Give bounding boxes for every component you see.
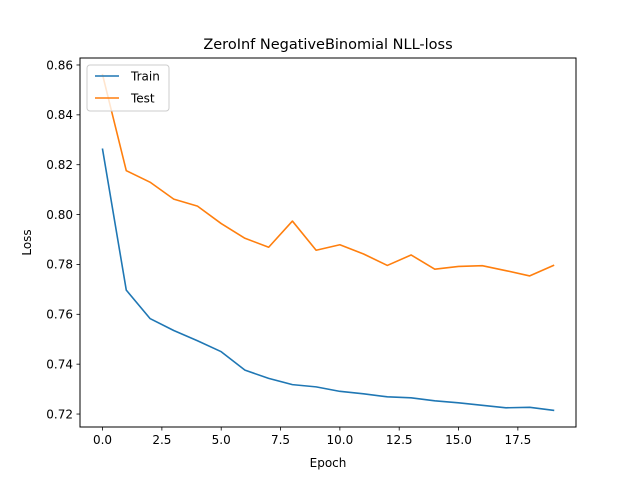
legend-label-test: Test [130, 92, 155, 106]
legend: Train Test [86, 64, 170, 112]
x-tick-label: 5.0 [212, 433, 231, 447]
axes-background [80, 58, 576, 427]
x-axis-label: Epoch [310, 456, 347, 470]
y-tick-label: 0.72 [46, 407, 73, 421]
axes-frame [79, 57, 577, 428]
series-line-test [101, 73, 555, 277]
y-tick-label: 0.82 [46, 158, 73, 172]
x-tick-label: 15.0 [445, 433, 472, 447]
y-axis-label: Loss [20, 229, 34, 255]
y-tick-label: 0.74 [46, 357, 73, 371]
plot-area [80, 58, 576, 427]
x-tick-label: 7.5 [271, 433, 290, 447]
x-tick-label: 17.5 [504, 433, 531, 447]
x-tick-label: 2.5 [152, 433, 171, 447]
y-tick-label: 0.76 [46, 308, 73, 322]
x-tick-label: 0.0 [93, 433, 112, 447]
y-tick-label: 0.78 [46, 258, 73, 272]
x-axis-ticks: 0.0 2.5 5.0 7.5 10.0 12.5 15.0 17.5 [93, 427, 531, 447]
y-tick-label: 0.86 [46, 58, 73, 72]
axes-spines [79, 57, 577, 428]
y-tick-label: 0.80 [46, 208, 73, 222]
x-tick-label: 12.5 [386, 433, 413, 447]
chart-title: ZeroInf NegativeBinomial NLL-loss [203, 37, 452, 53]
series-line-train [101, 148, 555, 412]
x-tick-label: 10.0 [327, 433, 354, 447]
y-axis-ticks: 0.72 0.74 0.76 0.78 0.80 0.82 0.84 0.86 [46, 58, 80, 421]
y-tick-label: 0.84 [46, 108, 73, 122]
legend-label-train: Train [130, 70, 160, 84]
series-layer [101, 73, 555, 412]
